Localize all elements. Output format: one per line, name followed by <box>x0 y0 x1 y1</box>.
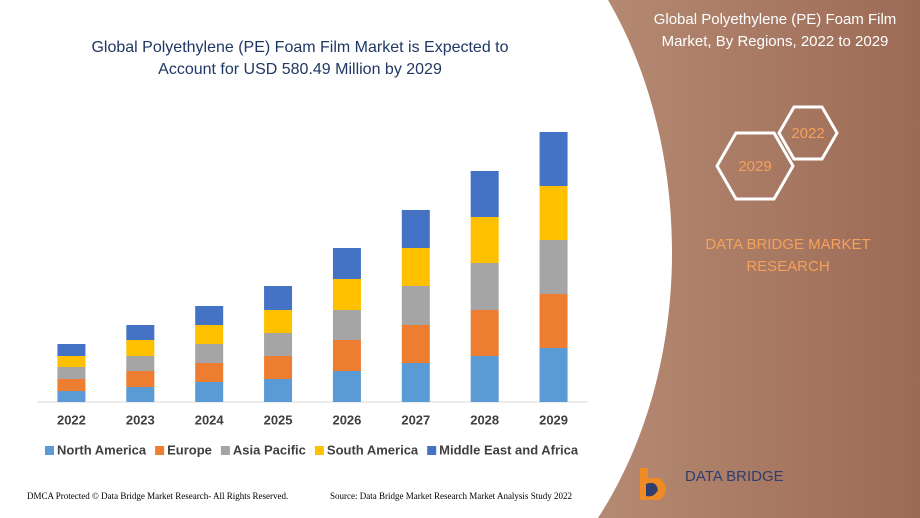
bar-segment <box>264 310 293 333</box>
bar-segment <box>539 132 568 186</box>
bar-segment <box>332 248 361 279</box>
bar-segment <box>195 363 224 382</box>
footer-right: Source: Data Bridge Market Research Mark… <box>330 491 572 501</box>
legend-swatch <box>155 446 165 455</box>
bar-segment <box>57 344 86 356</box>
legend-label: Europe <box>167 442 212 457</box>
footer-left: DMCA Protected © Data Bridge Market Rese… <box>27 491 288 501</box>
bar-segment <box>126 356 155 371</box>
legend-swatch <box>220 446 230 455</box>
bar-segment <box>332 310 361 340</box>
bar-segment <box>539 348 568 402</box>
x-tick-label: 2028 <box>470 412 499 427</box>
bar-segment <box>57 391 86 402</box>
bar-segment <box>126 340 155 356</box>
legend-swatch <box>427 446 437 455</box>
legend-label: South America <box>327 442 419 457</box>
bar-segment <box>401 363 430 402</box>
bar-segment <box>126 387 155 402</box>
bar-segment <box>401 325 430 363</box>
bar-segment <box>264 333 293 356</box>
hexagon <box>777 105 839 161</box>
hex-label: 2022 <box>791 125 824 142</box>
hexagon <box>715 131 795 201</box>
bar-segment <box>264 356 293 379</box>
bar-segment <box>264 379 293 402</box>
x-tick-label: 2025 <box>264 412 293 427</box>
x-tick-label: 2026 <box>332 412 361 427</box>
bar-segment <box>539 240 568 294</box>
x-tick-label: 2024 <box>195 412 225 427</box>
bar-segment <box>401 210 430 248</box>
bar-segment <box>470 263 499 310</box>
bar-segment <box>470 171 499 217</box>
bar-segment <box>126 325 155 340</box>
bar-segment <box>470 356 499 402</box>
logo-icon <box>646 482 658 497</box>
legend-label: North America <box>57 442 147 457</box>
legend-label: Middle East and Africa <box>439 442 579 457</box>
hex-label: 2029 <box>738 158 771 175</box>
bar-segment <box>332 279 361 310</box>
bar-segment <box>195 306 224 325</box>
chart-title: Global Polyethylene (PE) Foam Film Marke… <box>91 39 508 78</box>
bar-segment <box>332 340 361 371</box>
logo-text: DATA BRIDGE <box>685 468 784 485</box>
x-tick-label: 2027 <box>401 412 430 427</box>
x-tick-label: 2029 <box>539 412 568 427</box>
legend-label: Asia Pacific <box>233 442 306 457</box>
bar-segment <box>401 248 430 286</box>
bar-segment <box>470 310 499 356</box>
bar-segment <box>57 356 86 367</box>
bar-segment <box>539 294 568 348</box>
bar-segment <box>195 382 224 402</box>
side-panel <box>598 0 920 518</box>
panel-title: Global Polyethylene (PE) Foam Film Market… <box>654 11 897 50</box>
legend-swatch <box>314 446 324 455</box>
bar-segment <box>57 367 86 379</box>
bar-segment <box>195 325 224 344</box>
bar-segment <box>195 344 224 363</box>
brand-text: DATA BRIDGE MARKET RESEARCH <box>705 236 870 275</box>
bar-segment <box>539 186 568 240</box>
legend-swatch <box>45 446 54 455</box>
x-tick-label: 2023 <box>126 412 155 427</box>
bar-segment <box>332 371 361 402</box>
x-tick-label: 2022 <box>57 412 86 427</box>
bar-segment <box>264 286 293 310</box>
bar-segment <box>401 286 430 325</box>
bar-segment <box>126 371 155 387</box>
bar-segment <box>57 379 86 391</box>
bar-segment <box>470 217 499 263</box>
